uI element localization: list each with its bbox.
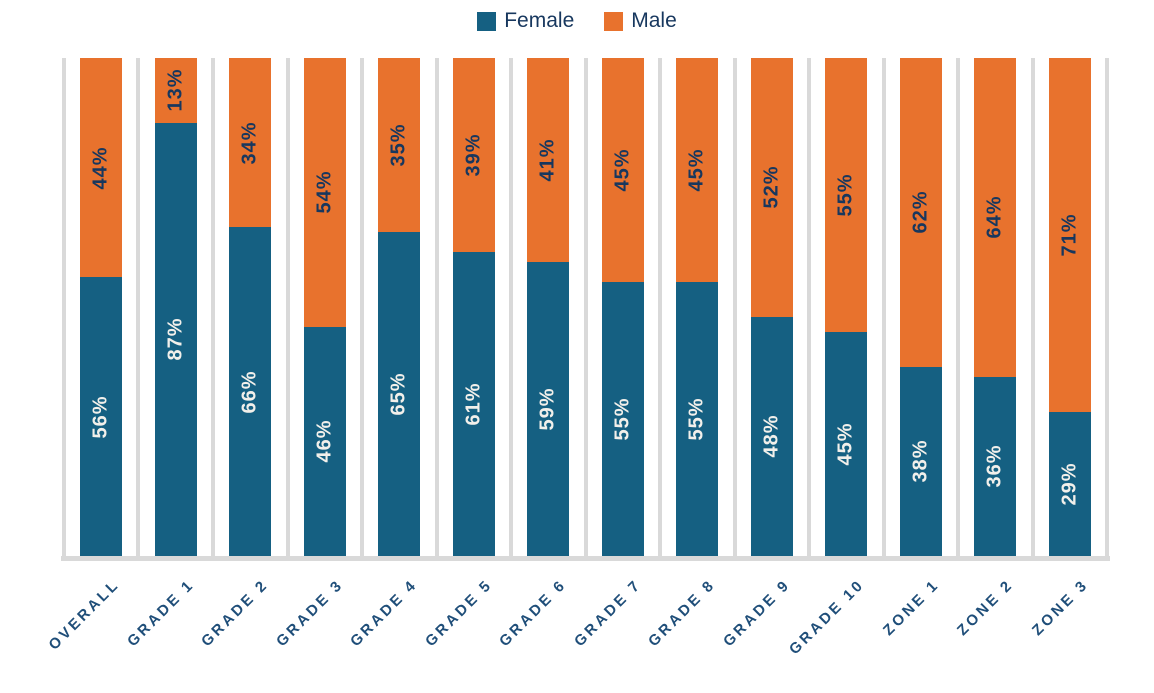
male-value-label: 44% <box>89 146 112 190</box>
female-segment: 46% <box>303 326 346 556</box>
male-value-label: 71% <box>1058 213 1081 257</box>
gridline <box>62 58 66 556</box>
bar-grade-6: 41% 59% <box>527 58 570 556</box>
male-segment: 35% <box>378 58 421 233</box>
bar-zone-1: 62% 38% <box>899 58 942 556</box>
gridline <box>1030 58 1035 556</box>
female-segment: 48% <box>750 316 793 556</box>
male-segment: 34% <box>229 58 272 228</box>
female-swatch-icon <box>477 11 497 31</box>
gridline <box>509 58 513 556</box>
male-value-label: 34% <box>238 121 261 165</box>
gridline <box>359 58 364 556</box>
gridline <box>1105 58 1109 556</box>
bar-grade-8: 45% 55% <box>676 58 719 556</box>
x-axis-line <box>61 556 1110 561</box>
legend-label-male: Male <box>631 9 677 32</box>
female-segment: 38% <box>899 366 942 556</box>
female-value-label: 36% <box>983 444 1006 488</box>
gridline <box>657 58 662 556</box>
male-swatch-icon <box>604 11 624 31</box>
legend-label-female: Female <box>504 9 575 32</box>
female-value-label: 65% <box>387 372 410 416</box>
female-value-label: 66% <box>238 370 261 414</box>
male-value-label: 52% <box>760 165 783 209</box>
gridline <box>807 58 811 556</box>
female-segment: 56% <box>80 277 123 556</box>
female-value-label: 59% <box>536 387 559 431</box>
male-value-label: 35% <box>387 123 410 167</box>
male-value-label: 64% <box>983 195 1006 239</box>
female-segment: 45% <box>825 331 868 556</box>
gridline <box>434 58 439 556</box>
male-segment: 45% <box>676 58 719 283</box>
female-value-label: 55% <box>685 397 708 441</box>
female-segment: 36% <box>974 376 1017 556</box>
female-segment: 55% <box>676 282 719 556</box>
male-segment: 64% <box>974 58 1017 377</box>
male-value-label: 62% <box>909 190 932 234</box>
male-segment: 41% <box>527 58 570 263</box>
female-value-label: 56% <box>89 395 112 439</box>
female-value-label: 45% <box>834 422 857 466</box>
gridline <box>732 58 737 556</box>
gridline <box>956 58 960 556</box>
legend-item-male: Male <box>604 9 677 33</box>
legend: Female Male <box>0 9 1154 33</box>
male-segment: 54% <box>303 58 346 327</box>
bar-grade-5: 39% 61% <box>452 58 495 556</box>
bar-grade-3: 54% 46% <box>303 58 346 556</box>
male-value-label: 39% <box>462 133 485 177</box>
female-value-label: 38% <box>909 439 932 483</box>
gridline <box>210 58 215 556</box>
male-value-label: 13% <box>164 68 187 112</box>
male-value-label: 45% <box>685 148 708 192</box>
male-segment: 13% <box>154 58 197 123</box>
gridline <box>881 58 886 556</box>
male-segment: 52% <box>750 58 793 317</box>
female-segment: 55% <box>601 282 644 556</box>
female-value-label: 87% <box>164 317 187 361</box>
female-segment: 29% <box>1048 411 1091 556</box>
bar-grade-4: 35% 65% <box>378 58 421 556</box>
bar-overall: 44% 56% <box>80 58 123 556</box>
female-value-label: 46% <box>313 419 336 463</box>
male-segment: 45% <box>601 58 644 283</box>
male-value-label: 45% <box>611 148 634 192</box>
female-segment: 87% <box>154 122 197 556</box>
female-value-label: 61% <box>462 382 485 426</box>
legend-item-female: Female <box>477 9 574 33</box>
bar-zone-2: 64% 36% <box>974 58 1017 556</box>
bar-grade-10: 55% 45% <box>825 58 868 556</box>
male-value-label: 55% <box>834 173 857 217</box>
category-label-zone-3: ZONE 3 <box>1028 576 1092 640</box>
gridline <box>285 58 290 556</box>
gridline <box>583 58 588 556</box>
bar-grade-7: 45% 55% <box>601 58 644 556</box>
male-segment: 44% <box>80 58 123 278</box>
female-value-label: 48% <box>760 414 783 458</box>
male-segment: 39% <box>452 58 495 253</box>
female-value-label: 29% <box>1058 462 1081 506</box>
female-segment: 65% <box>378 232 421 556</box>
male-segment: 62% <box>899 58 942 367</box>
female-value-label: 55% <box>611 397 634 441</box>
male-value-label: 54% <box>313 170 336 214</box>
bar-grade-9: 52% 48% <box>750 58 793 556</box>
male-segment: 71% <box>1048 58 1091 412</box>
female-segment: 61% <box>452 252 495 556</box>
female-segment: 59% <box>527 262 570 556</box>
male-value-label: 41% <box>536 138 559 182</box>
gridline <box>136 58 141 556</box>
bar-grade-2: 34% 66% <box>229 58 272 556</box>
male-segment: 55% <box>825 58 868 332</box>
bar-grade-1: 13% 87% <box>154 58 197 556</box>
female-segment: 66% <box>229 227 272 556</box>
bar-zone-3: 71% 29% <box>1048 58 1091 556</box>
